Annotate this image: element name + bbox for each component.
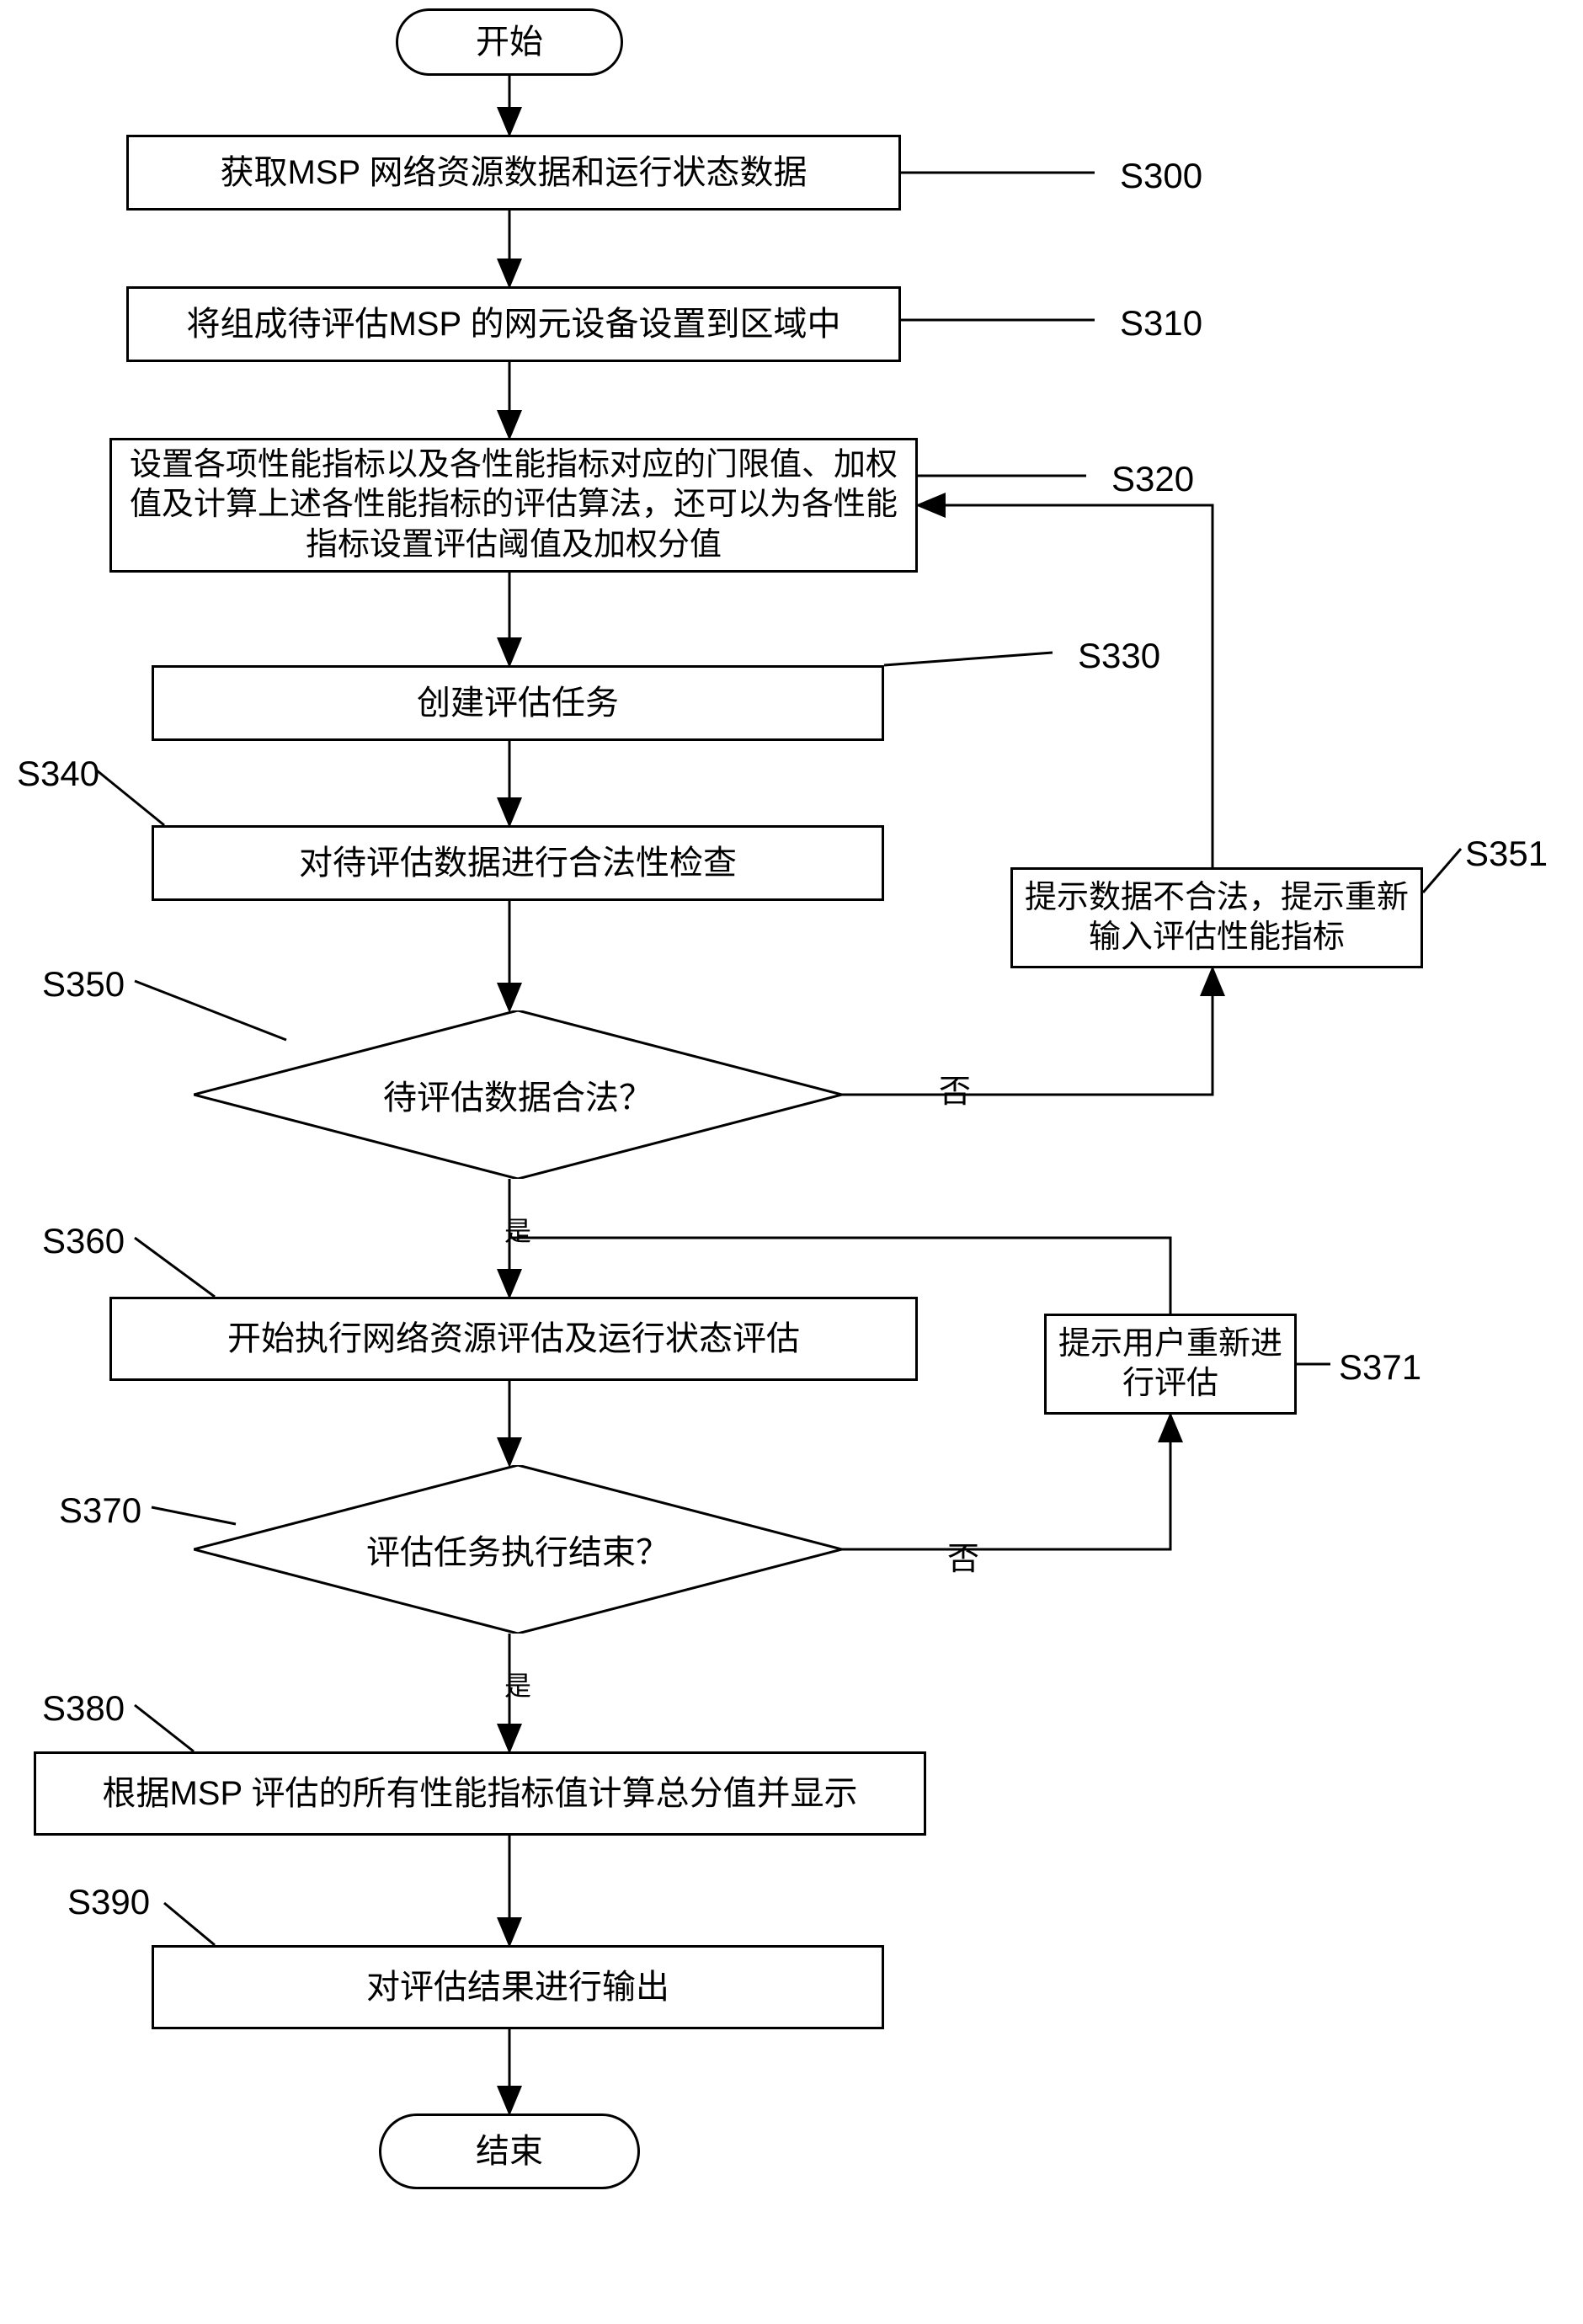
node-s350-text: 待评估数据合法？ (383, 1070, 653, 1119)
label-s351: S351 (1465, 834, 1548, 874)
node-s380: 根据MSP 评估的所有性能指标值计算总分值并显示 (34, 1751, 926, 1836)
branch-s370-no: 否 (947, 1532, 979, 1579)
node-s390: 对评估结果进行输出 (152, 1945, 884, 2029)
branch-s350-yes: 是 (497, 1217, 536, 1239)
node-s370: 评估任务执行结束？ (194, 1465, 842, 1634)
label-s330: S330 (1078, 636, 1160, 676)
label-s371: S371 (1339, 1347, 1421, 1388)
node-s360: 开始执行网络资源评估及运行状态评估 (109, 1297, 918, 1381)
node-s300-text: 获取MSP 网络资源数据和运行状态数据 (220, 152, 807, 194)
node-start: 开始 (396, 8, 623, 76)
node-s320: 设置各项性能指标以及各性能指标对应的门限值、加权值及计算上述各性能指标的评估算法… (109, 438, 918, 573)
label-s370: S370 (59, 1490, 141, 1531)
node-start-text: 开始 (476, 21, 543, 63)
label-s360: S360 (42, 1221, 125, 1261)
node-s310-text: 将组成待评估MSP 的网元设备设置到区域中 (186, 303, 840, 345)
branch-s350-no: 否 (939, 1065, 971, 1111)
label-s340: S340 (17, 754, 99, 794)
node-s380-text: 根据MSP 评估的所有性能指标值计算总分值并显示 (102, 1772, 857, 1815)
node-end-text: 结束 (476, 2130, 543, 2172)
label-s350: S350 (42, 964, 125, 1005)
node-end: 结束 (379, 2113, 640, 2189)
label-s390: S390 (67, 1882, 150, 1922)
label-s320: S320 (1111, 459, 1194, 499)
node-s351-text: 提示数据不合法，提示重新输入评估性能指标 (1021, 878, 1412, 958)
branch-s370-yes: 是 (497, 1671, 536, 1693)
node-s350: 待评估数据合法？ (194, 1010, 842, 1179)
node-s371-text: 提示用户重新进行评估 (1055, 1325, 1286, 1405)
node-s351: 提示数据不合法，提示重新输入评估性能指标 (1010, 867, 1423, 968)
node-s330: 创建评估任务 (152, 665, 884, 741)
node-s300: 获取MSP 网络资源数据和运行状态数据 (126, 135, 901, 211)
node-s360-text: 开始执行网络资源评估及运行状态评估 (227, 1318, 800, 1360)
node-s371: 提示用户重新进行评估 (1044, 1314, 1297, 1415)
node-s320-text: 设置各项性能指标以及各性能指标对应的门限值、加权值及计算上述各性能指标的评估算法… (120, 445, 907, 566)
node-s340-text: 对待评估数据进行合法性检查 (299, 842, 737, 884)
node-s370-text: 评估任务执行结束？ (366, 1525, 669, 1574)
node-s310: 将组成待评估MSP 的网元设备设置到区域中 (126, 286, 901, 362)
node-s330-text: 创建评估任务 (417, 682, 619, 724)
label-s380: S380 (42, 1688, 125, 1729)
node-s390-text: 对评估结果进行输出 (366, 1966, 669, 2008)
label-s300: S300 (1120, 156, 1202, 196)
label-s310: S310 (1120, 303, 1202, 344)
node-s340: 对待评估数据进行合法性检查 (152, 825, 884, 901)
